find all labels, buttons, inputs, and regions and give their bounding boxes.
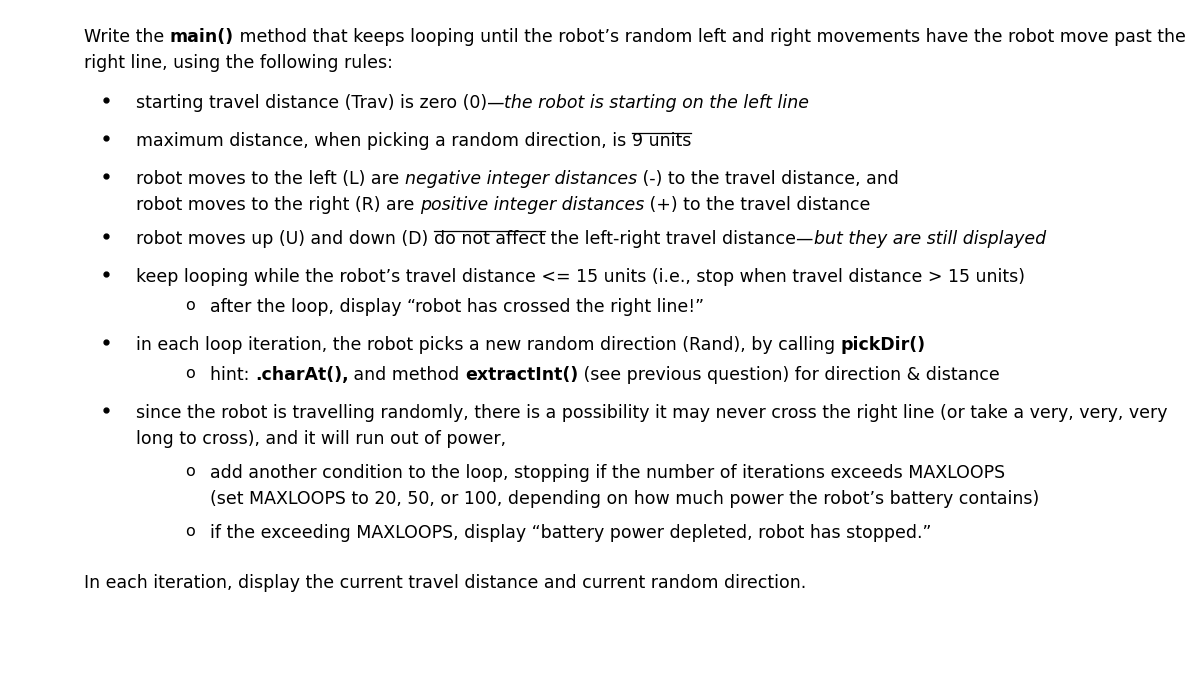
Text: (see previous question) for direction & distance: (see previous question) for direction & …: [578, 366, 1001, 384]
Text: robot moves to the right (R) are: robot moves to the right (R) are: [136, 196, 420, 214]
Text: right line, using the following rules:: right line, using the following rules:: [84, 54, 392, 72]
Text: maximum distance, when picking a random direction, is: maximum distance, when picking a random …: [136, 132, 631, 150]
Text: In each iteration, display the current travel distance and current random direct: In each iteration, display the current t…: [84, 574, 806, 592]
Text: robot moves up (U) and down (D): robot moves up (U) and down (D): [136, 230, 433, 248]
Text: extractInt(): extractInt(): [466, 366, 578, 384]
Text: main(): main(): [169, 28, 234, 46]
Text: keep looping while the robot’s travel distance <= 15 units (i.e., stop when trav: keep looping while the robot’s travel di…: [136, 268, 1025, 286]
Text: 9 units: 9 units: [631, 132, 691, 150]
Text: and method: and method: [348, 366, 466, 384]
Text: add another condition to the loop, stopping if the number of iterations exceeds : add another condition to the loop, stopp…: [210, 464, 1006, 482]
Text: hint:: hint:: [210, 366, 254, 384]
Text: if the exceeding MAXLOOPS, display “battery power depleted, robot has stopped.”: if the exceeding MAXLOOPS, display “batt…: [210, 524, 931, 542]
Text: but they are still displayed: but they are still displayed: [814, 230, 1045, 248]
Text: (set MAXLOOPS to 20, 50, or 100, depending on how much power the robot’s battery: (set MAXLOOPS to 20, 50, or 100, dependi…: [210, 490, 1039, 508]
Text: negative integer distances: negative integer distances: [404, 170, 637, 188]
Text: o: o: [185, 366, 194, 381]
Text: pickDir(): pickDir(): [841, 336, 925, 354]
Text: positive integer distances: positive integer distances: [420, 196, 644, 214]
Text: in each loop iteration, the robot picks a new random direction (Rand), by callin: in each loop iteration, the robot picks …: [136, 336, 841, 354]
Text: o: o: [185, 524, 194, 539]
Text: starting travel distance (Trav) is zero (0)—: starting travel distance (Trav) is zero …: [136, 94, 504, 112]
Text: Write the: Write the: [84, 28, 169, 46]
Text: after the loop, display “robot has crossed the right line!”: after the loop, display “robot has cross…: [210, 298, 704, 316]
Text: method that keeps looping until the robot’s random left and right movements have: method that keeps looping until the robo…: [234, 28, 1186, 46]
Text: the left-right travel distance—: the left-right travel distance—: [545, 230, 814, 248]
Text: long to cross), and it will run out of power,: long to cross), and it will run out of p…: [136, 430, 506, 448]
Text: o: o: [185, 298, 194, 313]
Text: (+) to the travel distance: (+) to the travel distance: [644, 196, 870, 214]
Text: do not affect: do not affect: [433, 230, 545, 248]
Text: o: o: [185, 464, 194, 479]
Text: since the robot is travelling randomly, there is a possibility it may never cros: since the robot is travelling randomly, …: [136, 404, 1168, 422]
Text: the robot is starting on the left line: the robot is starting on the left line: [504, 94, 810, 112]
Text: robot moves to the left (L) are: robot moves to the left (L) are: [136, 170, 404, 188]
Text: (-) to the travel distance, and: (-) to the travel distance, and: [637, 170, 899, 188]
Text: .charAt(),: .charAt(),: [254, 366, 348, 384]
